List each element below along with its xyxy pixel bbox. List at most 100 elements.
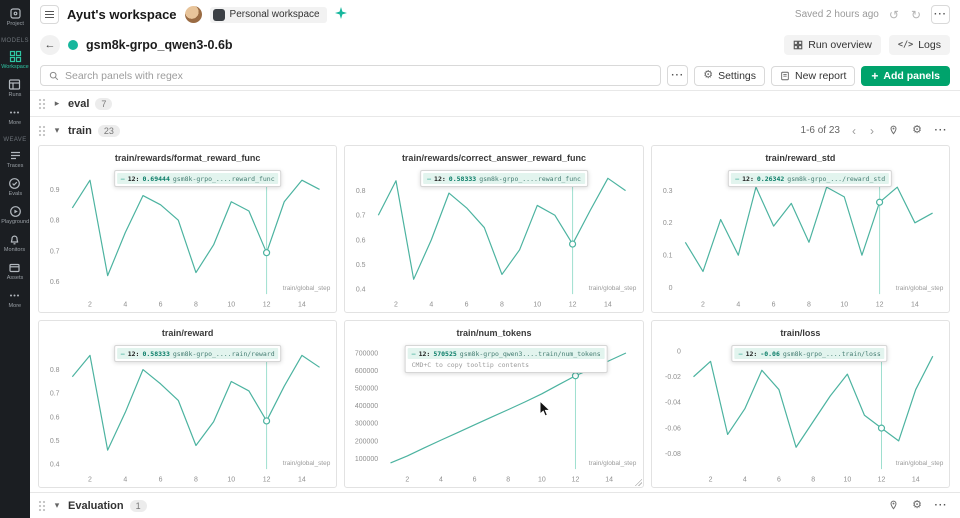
svg-text:train/global_step: train/global_step bbox=[283, 460, 331, 467]
sidebar-item-project[interactable]: Project bbox=[6, 7, 25, 27]
avatar[interactable] bbox=[184, 6, 202, 24]
traces-icon bbox=[10, 151, 20, 160]
sidebar-item-workspace[interactable]: Workspace bbox=[0, 50, 30, 70]
line-chart[interactable]: 0.6 0.7 0.8 0.9 2 4 6 8 10 12 14 train/global_step bbox=[41, 165, 334, 310]
pin-section-button[interactable] bbox=[884, 122, 902, 140]
chart-panel: train/reward 0.4 0.5 0.6 0.7 0.8 2 4 6 8 10 12 14 tr… bbox=[38, 320, 338, 488]
line-chart[interactable]: 0 -0.02 -0.04 -0.06 -0.08 2 4 6 8 10 12 14 train/glo… bbox=[654, 340, 947, 485]
sidebar-item-runs[interactable]: Runs bbox=[8, 78, 22, 98]
section-train-label[interactable]: train bbox=[68, 124, 92, 137]
section-more-button[interactable]: ··· bbox=[932, 122, 950, 140]
sidebar-item-monitors[interactable]: Monitors bbox=[3, 233, 26, 253]
search-input[interactable] bbox=[65, 69, 653, 82]
svg-text:-0.06: -0.06 bbox=[665, 425, 681, 432]
undo-icon[interactable]: ↺ bbox=[888, 7, 899, 22]
search-more-button[interactable]: ··· bbox=[667, 65, 689, 87]
plus-icon: + bbox=[871, 68, 879, 83]
next-page-icon[interactable]: › bbox=[870, 123, 874, 138]
chart-tooltip: — 12: 570525 gsm8k-grpo_qwen3....train/n… bbox=[404, 345, 608, 373]
sidebar-item-label: Assets bbox=[6, 275, 24, 281]
sidebar-item-traces[interactable]: Traces bbox=[6, 149, 24, 169]
svg-text:8: 8 bbox=[811, 477, 815, 484]
section-evaluation-label[interactable]: Evaluation bbox=[68, 499, 124, 512]
run-overview-button[interactable]: Run overview bbox=[784, 35, 881, 56]
svg-text:14: 14 bbox=[298, 477, 306, 484]
section-settings-button[interactable]: ⚙ bbox=[908, 122, 926, 140]
drag-handle-icon[interactable] bbox=[38, 499, 46, 512]
svg-text:4: 4 bbox=[736, 302, 740, 309]
saved-status: Saved 2 hours ago bbox=[794, 9, 879, 21]
chevron-right-icon[interactable]: ▸ bbox=[54, 98, 60, 108]
sidebar-item-more-models[interactable]: More bbox=[8, 106, 22, 126]
drag-handle-icon[interactable] bbox=[38, 97, 46, 110]
svg-text:4: 4 bbox=[123, 477, 127, 484]
svg-text:10: 10 bbox=[538, 477, 546, 484]
sidebar-item-label: Workspace bbox=[1, 64, 29, 70]
svg-text:train/global_step: train/global_step bbox=[589, 285, 637, 292]
tooltip-value: -0.06 bbox=[760, 349, 780, 358]
sidebar-item-label: Project bbox=[6, 21, 24, 27]
line-chart[interactable]: 0.4 0.5 0.6 0.7 0.8 2 4 6 8 10 12 14 train/global_st… bbox=[41, 340, 334, 485]
line-chart[interactable]: 0 0.1 0.2 0.3 2 4 6 8 10 12 14 train/global_step bbox=[654, 165, 947, 310]
ellipsis-icon: ··· bbox=[934, 8, 947, 20]
add-panels-button[interactable]: + Add panels bbox=[861, 65, 950, 86]
svg-text:6: 6 bbox=[771, 302, 775, 309]
svg-text:0.2: 0.2 bbox=[663, 220, 673, 227]
svg-text:12: 12 bbox=[263, 302, 271, 309]
svg-text:8: 8 bbox=[507, 477, 511, 484]
sidebar-item-evals[interactable]: Evals bbox=[8, 177, 23, 197]
chart-title: train/num_tokens bbox=[456, 328, 532, 338]
grid-icon bbox=[793, 41, 803, 50]
svg-text:2: 2 bbox=[394, 302, 398, 309]
settings-button[interactable]: ⚙ Settings bbox=[694, 65, 766, 86]
ellipsis-icon: ··· bbox=[671, 69, 685, 81]
svg-text:-0.04: -0.04 bbox=[665, 400, 681, 407]
prev-page-icon[interactable]: ‹ bbox=[852, 123, 856, 138]
chevron-down-icon[interactable]: ▾ bbox=[54, 500, 60, 510]
chevron-down-icon[interactable]: ▾ bbox=[54, 125, 60, 135]
run-overview-label: Run overview bbox=[808, 39, 872, 52]
section-eval-label[interactable]: eval bbox=[68, 97, 90, 110]
workspace-selector[interactable]: Personal workspace bbox=[209, 6, 327, 23]
sidebar-item-more-weave[interactable]: More bbox=[8, 289, 22, 309]
workspace-badge-icon bbox=[212, 8, 225, 21]
run-name: gsm8k-grpo_qwen3-0.6b bbox=[86, 38, 233, 53]
svg-text:0.4: 0.4 bbox=[356, 287, 366, 294]
new-report-button[interactable]: New report bbox=[771, 65, 856, 86]
svg-text:0.3: 0.3 bbox=[663, 188, 673, 195]
chart-panel: train/loss 0 -0.02 -0.04 -0.06 -0.08 2 4 6 8 10 12… bbox=[650, 320, 950, 488]
sparkle-icon[interactable] bbox=[334, 6, 347, 24]
tooltip-step: 12: bbox=[742, 174, 754, 183]
ellipsis-icon bbox=[10, 111, 20, 114]
workspace-icon bbox=[9, 50, 21, 63]
tooltip-step: 12: bbox=[745, 349, 758, 358]
run-color-dot bbox=[68, 40, 78, 51]
search-box bbox=[40, 65, 662, 87]
logs-button[interactable]: </> Logs bbox=[888, 35, 950, 56]
workspace-more-button[interactable]: ··· bbox=[931, 5, 950, 25]
panel-resize-handle[interactable] bbox=[633, 478, 642, 486]
back-button[interactable]: ← bbox=[40, 35, 60, 56]
section-more-button[interactable]: ··· bbox=[932, 497, 950, 515]
svg-text:14: 14 bbox=[604, 302, 612, 309]
section-settings-button[interactable]: ⚙ bbox=[908, 497, 926, 515]
line-chart[interactable]: 0.4 0.5 0.6 0.7 0.8 2 4 6 8 10 12 14 train/global_st… bbox=[347, 165, 640, 310]
app-sidebar: Project MODELS Workspace Runs More WEAVE… bbox=[0, 0, 30, 518]
workspace-title: Ayut's workspace bbox=[67, 7, 177, 23]
hamburger-menu-button[interactable] bbox=[40, 5, 59, 25]
section-train-count-badge: 23 bbox=[97, 124, 120, 137]
sidebar-item-playground[interactable]: Playground bbox=[0, 205, 30, 225]
tooltip-row: — 12: 0.58333 gsm8k-grpo_....reward_func bbox=[423, 173, 585, 184]
tooltip-step: 12: bbox=[418, 349, 431, 358]
sidebar-group-weave: WEAVE bbox=[3, 137, 27, 143]
pin-section-button[interactable] bbox=[884, 497, 902, 515]
sidebar-item-assets[interactable]: Assets bbox=[6, 261, 24, 281]
tooltip-run-name: gsm8k-grpo_....reward_func bbox=[172, 174, 275, 183]
drag-handle-icon[interactable] bbox=[38, 124, 46, 137]
svg-text:0.9: 0.9 bbox=[50, 187, 60, 194]
tooltip-step: 12: bbox=[434, 174, 446, 183]
redo-icon[interactable]: ↻ bbox=[910, 7, 921, 22]
svg-text:4: 4 bbox=[743, 477, 747, 484]
chart-area: 0.4 0.5 0.6 0.7 0.8 2 4 6 8 10 12 14 train/global_st… bbox=[41, 340, 334, 485]
svg-text:0.6: 0.6 bbox=[50, 414, 60, 421]
